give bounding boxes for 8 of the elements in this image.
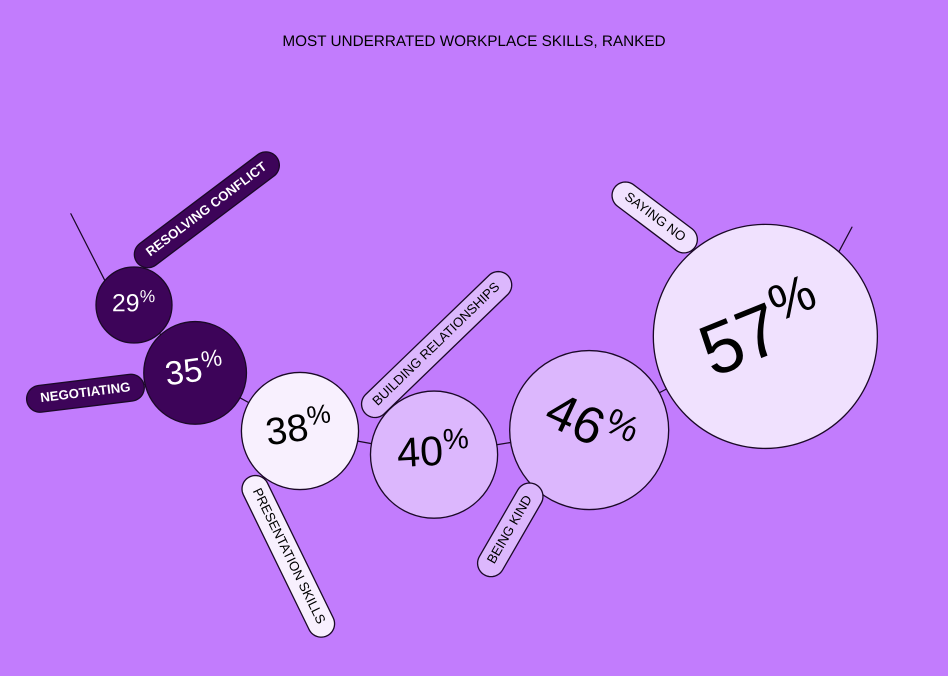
data-label: 29$^{%}$ (113, 290, 155, 312)
data-label: 46$^{%}$ (542, 382, 642, 461)
data-label: 40$^{%}$ (396, 428, 469, 468)
data-label: 38$^{%}$ (264, 404, 333, 446)
data-label: 35$^{%}$ (164, 349, 224, 386)
text: MOST UNDERRATED WORKPLACE SKILLS, RANKED (284, 35, 665, 48)
data-label: 57$^{%}$ (692, 273, 828, 378)
category-label: NEGOTIATING (40, 382, 130, 402)
